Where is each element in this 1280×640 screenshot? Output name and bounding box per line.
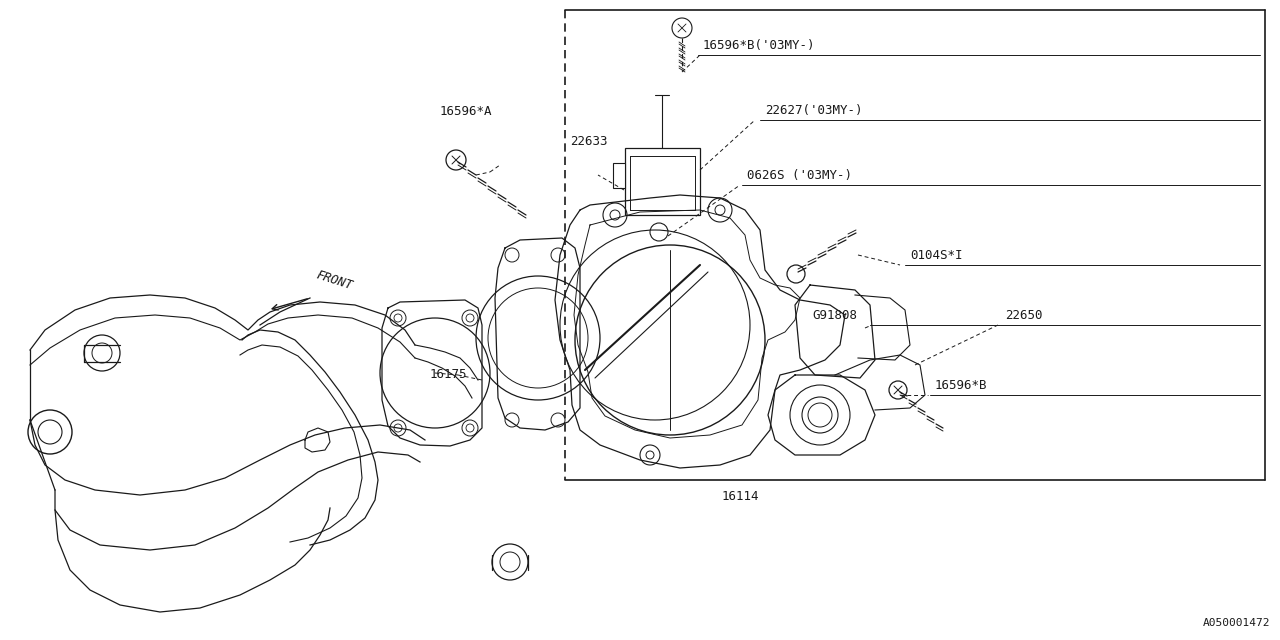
Text: 22627('03MY-): 22627('03MY-) [765,104,863,117]
Text: 0104S*I: 0104S*I [910,249,963,262]
Text: 16596*A: 16596*A [440,105,493,118]
Text: 16175: 16175 [430,368,467,381]
Text: 0626S ('03MY-): 0626S ('03MY-) [748,169,852,182]
Text: A050001472: A050001472 [1202,618,1270,628]
Text: FRONT: FRONT [315,268,355,292]
Bar [625,148,700,215]
Bar [613,163,625,188]
Text: 16596*B: 16596*B [934,379,987,392]
Text: 16596*B('03MY-): 16596*B('03MY-) [703,39,815,52]
Text: G91808: G91808 [812,309,858,322]
Text: 16114: 16114 [721,490,759,503]
Text: 22633: 22633 [570,135,608,148]
Text: 22650: 22650 [1005,309,1042,322]
